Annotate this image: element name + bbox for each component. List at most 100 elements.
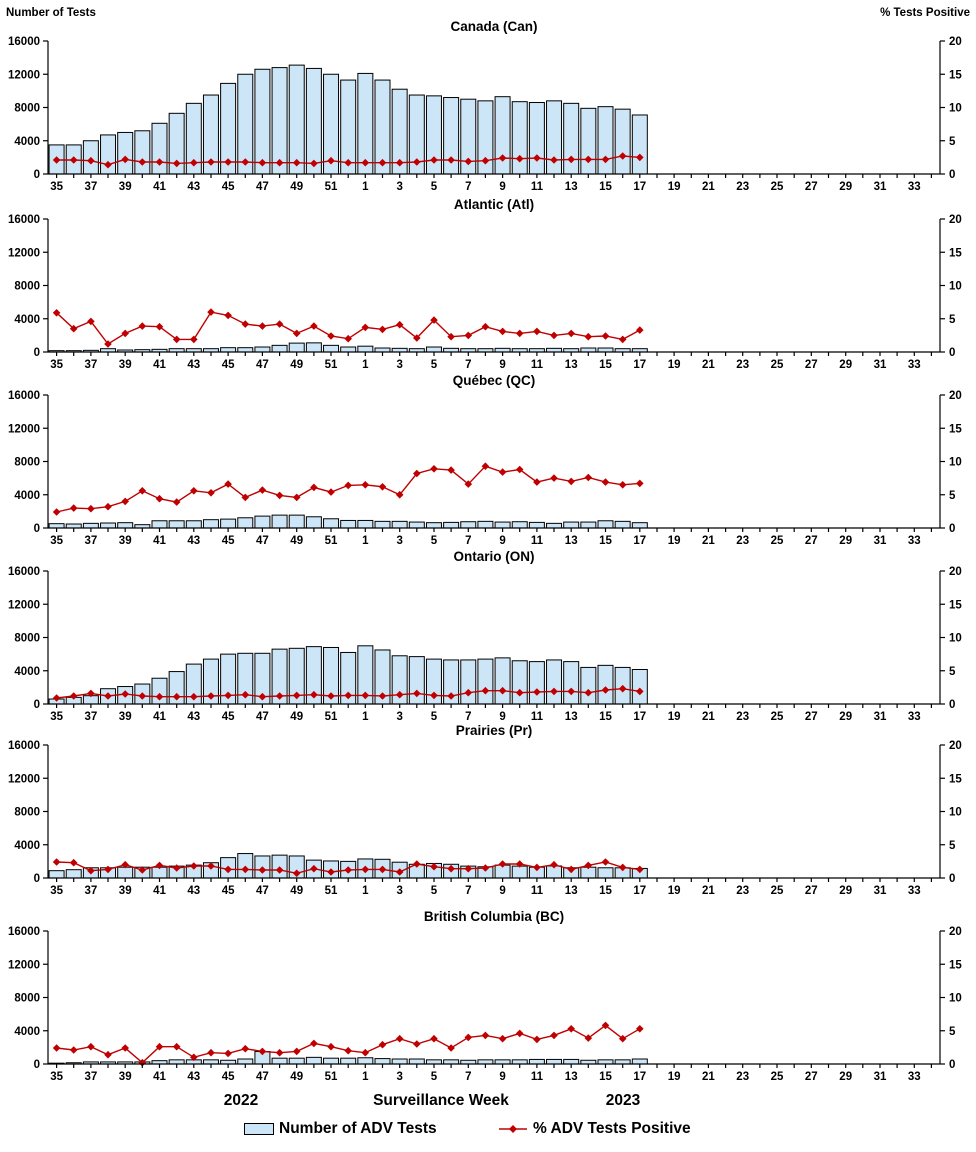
svg-text:0: 0 bbox=[949, 873, 955, 885]
tests-bars-atl bbox=[48, 342, 648, 353]
svg-text:3: 3 bbox=[396, 1071, 402, 1083]
svg-text:20: 20 bbox=[949, 390, 962, 402]
svg-text:17: 17 bbox=[633, 535, 646, 547]
svg-text:7: 7 bbox=[465, 181, 471, 193]
svg-text:12000: 12000 bbox=[8, 247, 40, 259]
tests-bars-can bbox=[48, 64, 648, 175]
svg-text:16000: 16000 bbox=[8, 390, 40, 402]
svg-text:15: 15 bbox=[949, 69, 962, 81]
svg-text:37: 37 bbox=[85, 535, 98, 547]
pct-positive-markers-bc bbox=[52, 1021, 644, 1067]
svg-text:51: 51 bbox=[325, 711, 338, 723]
svg-text:8000: 8000 bbox=[14, 807, 40, 819]
svg-text:1: 1 bbox=[362, 711, 369, 723]
svg-text:17: 17 bbox=[633, 711, 646, 723]
svg-text:3: 3 bbox=[396, 181, 402, 193]
svg-text:16000: 16000 bbox=[8, 214, 40, 226]
svg-text:17: 17 bbox=[633, 885, 646, 897]
svg-text:29: 29 bbox=[839, 1071, 852, 1083]
svg-text:33: 33 bbox=[908, 1071, 921, 1083]
svg-text:9: 9 bbox=[499, 885, 505, 897]
svg-text:51: 51 bbox=[325, 535, 338, 547]
svg-text:29: 29 bbox=[839, 885, 852, 897]
svg-text:5: 5 bbox=[431, 711, 438, 723]
svg-text:35: 35 bbox=[50, 1071, 63, 1083]
svg-text:19: 19 bbox=[668, 359, 681, 371]
svg-text:43: 43 bbox=[187, 535, 200, 547]
svg-text:5: 5 bbox=[949, 314, 956, 326]
pct-positive-markers-can bbox=[52, 152, 644, 169]
svg-text:51: 51 bbox=[325, 359, 338, 371]
svg-text:15: 15 bbox=[599, 1071, 612, 1083]
svg-text:0: 0 bbox=[34, 873, 40, 885]
svg-text:23: 23 bbox=[736, 711, 749, 723]
svg-text:39: 39 bbox=[119, 181, 132, 193]
svg-text:1: 1 bbox=[362, 535, 369, 547]
svg-text:27: 27 bbox=[805, 535, 818, 547]
svg-text:0: 0 bbox=[34, 699, 40, 711]
svg-text:31: 31 bbox=[874, 181, 887, 193]
svg-text:15: 15 bbox=[949, 773, 962, 785]
svg-text:23: 23 bbox=[736, 885, 749, 897]
panel-title-can: Canada (Can) bbox=[450, 19, 537, 34]
svg-text:47: 47 bbox=[256, 181, 269, 193]
svg-text:7: 7 bbox=[465, 711, 471, 723]
x-axis-title: Surveillance Week bbox=[373, 1092, 509, 1109]
svg-text:43: 43 bbox=[187, 181, 200, 193]
svg-text:15: 15 bbox=[949, 247, 962, 259]
svg-text:39: 39 bbox=[119, 535, 132, 547]
svg-text:0: 0 bbox=[949, 347, 955, 359]
svg-text:13: 13 bbox=[565, 359, 578, 371]
svg-text:19: 19 bbox=[668, 1071, 681, 1083]
svg-text:9: 9 bbox=[499, 1071, 505, 1083]
svg-text:31: 31 bbox=[874, 885, 887, 897]
svg-text:27: 27 bbox=[805, 359, 818, 371]
year-label-left: 2022 bbox=[223, 1092, 259, 1109]
svg-text:9: 9 bbox=[499, 535, 505, 547]
svg-text:0: 0 bbox=[34, 169, 40, 181]
svg-text:7: 7 bbox=[465, 535, 471, 547]
svg-text:20: 20 bbox=[949, 926, 962, 938]
svg-text:45: 45 bbox=[222, 535, 235, 547]
svg-text:43: 43 bbox=[187, 1071, 200, 1083]
svg-text:12000: 12000 bbox=[8, 599, 40, 611]
svg-text:35: 35 bbox=[50, 711, 63, 723]
svg-text:41: 41 bbox=[153, 181, 166, 193]
svg-text:8000: 8000 bbox=[14, 993, 40, 1005]
svg-text:33: 33 bbox=[908, 885, 921, 897]
svg-text:9: 9 bbox=[499, 181, 505, 193]
svg-text:25: 25 bbox=[771, 885, 784, 897]
svg-text:11: 11 bbox=[531, 359, 544, 371]
svg-text:13: 13 bbox=[565, 1071, 578, 1083]
svg-text:20: 20 bbox=[949, 566, 962, 578]
svg-text:11: 11 bbox=[531, 711, 544, 723]
legend-item-tests: Number of ADV Tests bbox=[244, 1120, 437, 1138]
svg-text:37: 37 bbox=[85, 885, 98, 897]
svg-text:35: 35 bbox=[50, 181, 63, 193]
svg-text:5: 5 bbox=[949, 840, 956, 852]
svg-text:35: 35 bbox=[50, 359, 63, 371]
svg-text:0: 0 bbox=[949, 699, 955, 711]
svg-text:1: 1 bbox=[362, 181, 369, 193]
svg-text:25: 25 bbox=[771, 535, 784, 547]
svg-text:17: 17 bbox=[633, 1071, 646, 1083]
svg-text:19: 19 bbox=[668, 181, 681, 193]
svg-text:25: 25 bbox=[771, 359, 784, 371]
svg-text:27: 27 bbox=[805, 181, 818, 193]
svg-text:1: 1 bbox=[362, 359, 369, 371]
panel-bc: British Columbia (BC) 0 4000 8000 12000 16000… bbox=[8, 909, 962, 1083]
svg-text:10: 10 bbox=[949, 281, 962, 293]
svg-text:21: 21 bbox=[702, 181, 715, 193]
svg-text:37: 37 bbox=[85, 181, 98, 193]
svg-text:15: 15 bbox=[599, 359, 612, 371]
svg-text:39: 39 bbox=[119, 711, 132, 723]
panel-atl: Atlantic (Atl)04000800012000160000510152… bbox=[8, 197, 962, 371]
svg-text:0: 0 bbox=[949, 169, 955, 181]
svg-text:49: 49 bbox=[290, 359, 303, 371]
svg-text:5: 5 bbox=[431, 181, 438, 193]
panel-title-qc: Québec (QC) bbox=[453, 373, 536, 388]
svg-text:5: 5 bbox=[949, 136, 956, 148]
panel-qc: Québec (QC)04000800012000160000510152035… bbox=[8, 373, 962, 547]
svg-text:5: 5 bbox=[431, 885, 438, 897]
